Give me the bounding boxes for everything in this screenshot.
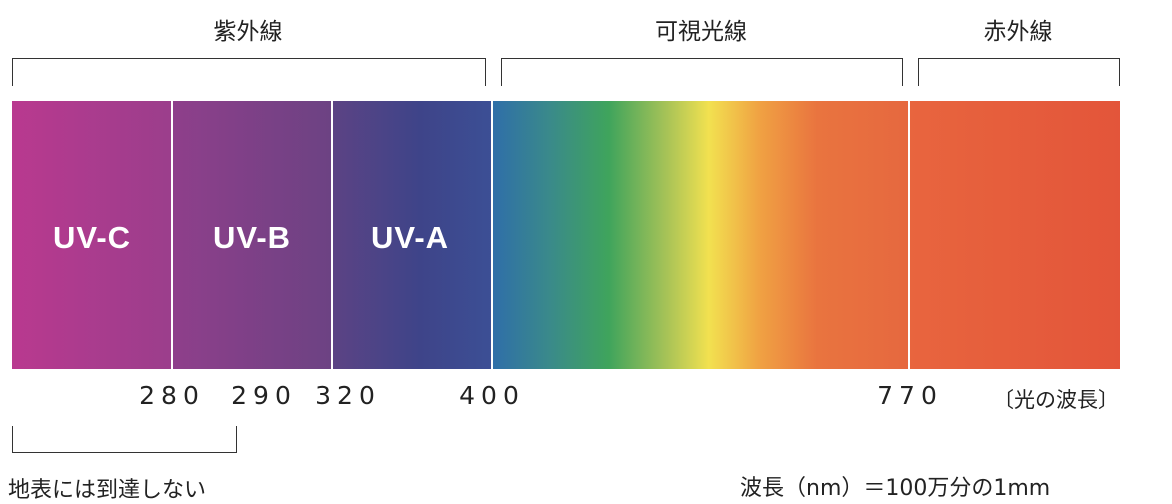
divider-400 bbox=[491, 101, 493, 369]
tick-280: 280 bbox=[139, 381, 205, 410]
region-label-uv: 紫外線 bbox=[213, 19, 283, 45]
bracket-visible bbox=[501, 58, 903, 86]
band-label-uvb: UV-B bbox=[212, 220, 292, 255]
tick-770: 770 bbox=[877, 381, 943, 410]
wavelength-note: 波長（nm）＝100万分の1mm bbox=[740, 476, 1051, 501]
bracket-surface bbox=[12, 426, 237, 453]
spectrum-segment-visible bbox=[492, 101, 909, 369]
bracket-infrared bbox=[918, 58, 1120, 86]
tick-320: 320 bbox=[315, 381, 381, 410]
divider-320 bbox=[331, 101, 333, 369]
band-label-uvc: UV-C bbox=[52, 220, 132, 255]
bracket-uv bbox=[12, 58, 486, 86]
band-label-uva: UV-A bbox=[370, 220, 450, 255]
axis-unit-label: 〔光の波長〕 bbox=[993, 388, 1119, 412]
spectrum-segment-infrared bbox=[909, 101, 1120, 369]
divider-280 bbox=[171, 101, 173, 369]
spectrum-segment-uvc bbox=[12, 101, 172, 369]
spectrum-segment-uva bbox=[332, 101, 492, 369]
spectrum-segment-uvb bbox=[172, 101, 332, 369]
region-label-visible: 可視光線 bbox=[655, 19, 747, 45]
tick-400: 400 bbox=[459, 381, 525, 410]
region-label-infrared: 赤外線 bbox=[983, 19, 1053, 45]
divider-770 bbox=[908, 101, 910, 369]
tick-290: 290 bbox=[231, 381, 297, 410]
surface-note: 地表には到達しない bbox=[8, 478, 207, 503]
